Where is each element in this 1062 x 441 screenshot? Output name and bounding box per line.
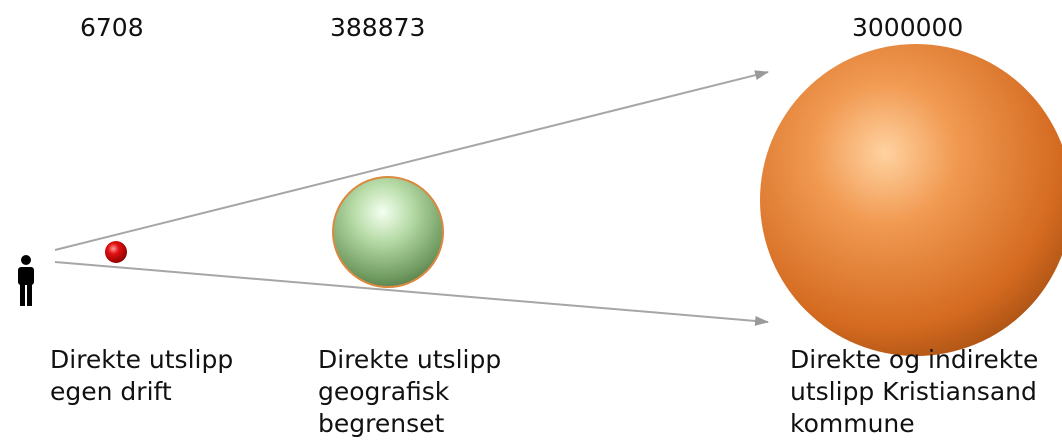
cone-line-top [54,70,769,251]
person-icon [18,255,34,306]
cone-line-bottom [54,261,769,326]
description-line: utslipp Kristiansand [790,377,1037,406]
value-label: 3000000 [852,13,963,42]
description-line: Direkte og indirekte [790,345,1038,374]
description-line: egen drift [50,377,172,406]
description-line: geografisk [318,377,450,406]
description-line: begrenset [318,409,444,438]
value-label: 388873 [330,13,425,42]
sphere-medium [332,176,444,288]
sphere-small [105,241,127,263]
description-line: Direkte utslipp [318,345,501,374]
description-line: kommune [790,409,915,438]
description-line: Direkte utslipp [50,345,233,374]
value-label: 6708 [80,13,144,42]
sphere-large [760,44,1062,356]
labels: 6708 Direkte utslipp egen drift 388873 Direk… [50,13,1038,438]
